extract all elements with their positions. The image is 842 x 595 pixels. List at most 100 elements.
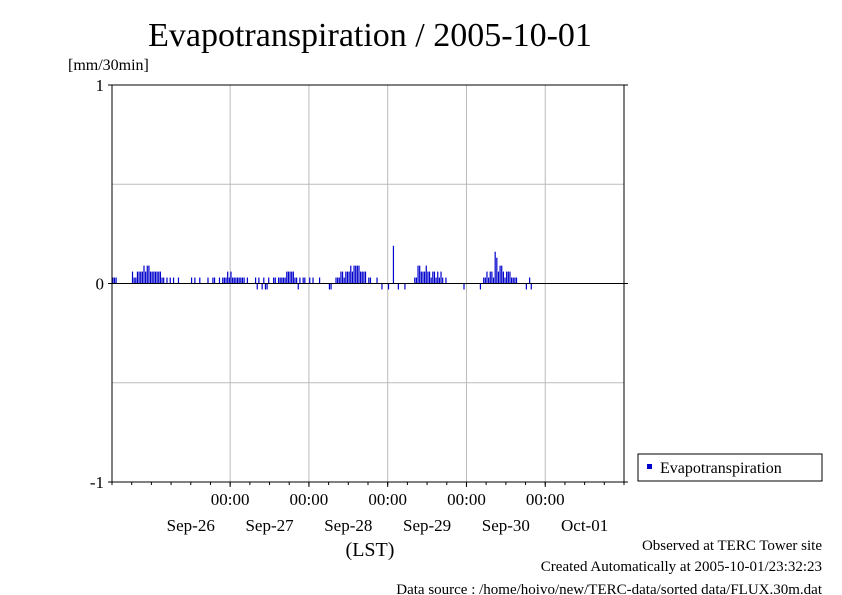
x-tick-time: 00:00 [211, 490, 250, 509]
data-bar [358, 265, 360, 284]
data-bar [159, 271, 162, 284]
data-bar [254, 277, 257, 284]
data-bar [351, 271, 354, 284]
data-bar [141, 271, 143, 284]
data-bar [414, 277, 416, 284]
data-bar [369, 277, 372, 284]
data-bar [230, 271, 232, 284]
data-bar [363, 271, 365, 284]
data-bar [282, 277, 285, 284]
data-bar [266, 283, 268, 290]
data-bar [483, 277, 485, 284]
data-bar [510, 277, 513, 284]
legend-swatch [647, 464, 652, 469]
data-bar [194, 277, 196, 284]
x-tick-time: 00:00 [290, 490, 329, 509]
data-bar [492, 277, 495, 284]
data-bar [136, 271, 139, 284]
data-bar [504, 277, 506, 284]
data-bar [115, 277, 117, 284]
data-bar [177, 277, 180, 284]
data-bar [161, 277, 163, 284]
data-bar [302, 277, 304, 284]
data-bar [151, 271, 153, 284]
data-bar [133, 277, 135, 284]
data-bar [296, 277, 298, 284]
data-bar [232, 277, 234, 284]
data-bar [387, 283, 390, 290]
data-bar [154, 271, 157, 284]
data-bar [350, 265, 352, 284]
data-bar [330, 283, 332, 290]
data-bar [420, 271, 422, 284]
data-bar [438, 277, 440, 284]
data-bar [158, 271, 160, 284]
data-bar [397, 283, 399, 290]
data-bar [279, 277, 281, 284]
data-bar [355, 265, 357, 284]
x-tick-date: Sep-29 [403, 516, 451, 535]
footer-created: Created Automatically at 2005-10-01/23:3… [541, 559, 822, 575]
data-bar [345, 271, 347, 284]
data-bar [507, 271, 509, 284]
x-tick-date: Sep-26 [167, 516, 215, 535]
data-bar [432, 271, 434, 284]
x-tick-date: Sep-30 [482, 516, 530, 535]
data-bar [361, 271, 363, 284]
data-bar [497, 271, 500, 284]
data-bar [502, 271, 504, 284]
data-bar [442, 277, 444, 284]
data-bar [304, 277, 306, 284]
data-bar [286, 271, 288, 284]
data-bar [419, 265, 421, 284]
data-bar [277, 277, 280, 284]
data-bar [218, 277, 221, 284]
data-bar [289, 271, 291, 284]
y-axis-label: [mm/30min] [68, 57, 149, 74]
data-bar [207, 277, 209, 284]
data-bar [274, 277, 276, 284]
data-bar [213, 277, 216, 284]
data-bar [281, 277, 283, 284]
data-bar [530, 283, 532, 290]
data-bar [340, 271, 342, 284]
data-bar [417, 265, 419, 284]
data-bar [309, 277, 311, 284]
legend: Evapotranspiration [637, 453, 823, 482]
x-tick-date: Sep-28 [324, 516, 372, 535]
x-tick-time: 00:00 [368, 490, 407, 509]
data-bar [484, 277, 486, 284]
data-bar [435, 277, 437, 284]
data-bar [404, 283, 406, 290]
chart-title: Evapotranspiration / 2005-10-01 [148, 17, 592, 54]
data-bar [140, 271, 142, 284]
y-ticks: 1 0 -1 [90, 76, 628, 492]
data-bar [261, 283, 263, 290]
data-bar [156, 271, 158, 284]
data-bar [479, 283, 482, 290]
data-bar [113, 277, 116, 284]
data-bar [318, 277, 321, 284]
x-tick-date: Oct-01 [561, 516, 608, 535]
data-bar [172, 277, 175, 284]
data-bar [228, 277, 230, 284]
data-bar [494, 251, 496, 284]
data-bar [376, 277, 378, 284]
data-bar [489, 271, 491, 284]
data-bar [148, 265, 150, 284]
data-bar [356, 265, 358, 284]
legend-box [637, 453, 823, 482]
data-bar [514, 277, 516, 284]
data-bar [381, 283, 383, 290]
data-bar [496, 257, 498, 284]
data-bar [392, 245, 395, 284]
data-bar [430, 277, 432, 284]
data-bar [236, 277, 239, 284]
data-bar [287, 271, 290, 284]
data-bar [525, 283, 527, 290]
data-bar [166, 277, 168, 284]
data-bar [145, 271, 147, 284]
data-bar [328, 283, 331, 290]
x-axis-label: (LST) [346, 539, 395, 561]
